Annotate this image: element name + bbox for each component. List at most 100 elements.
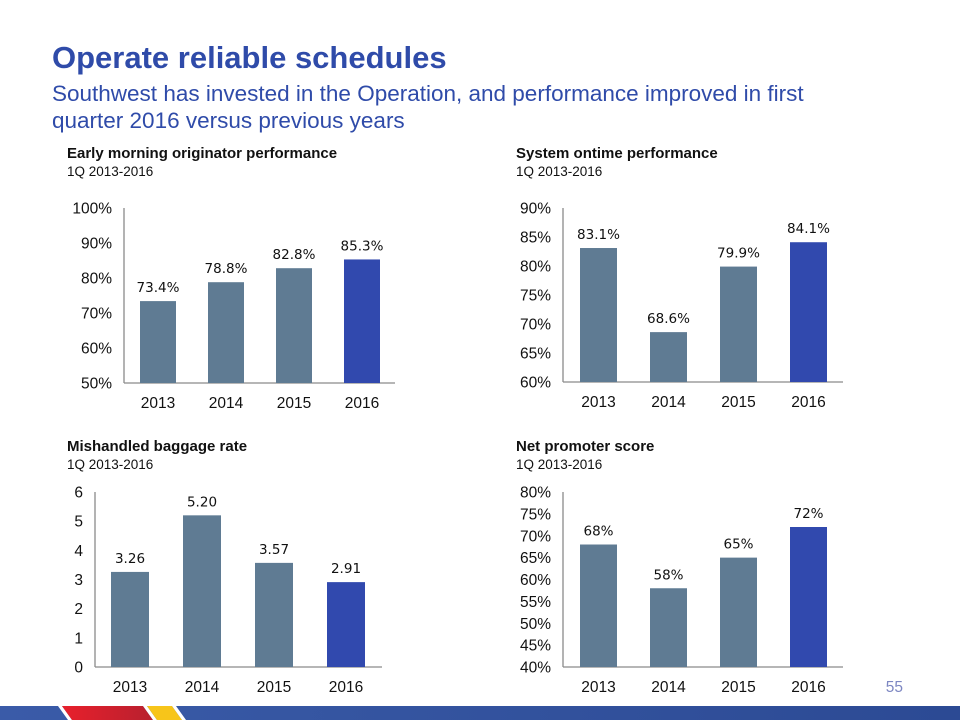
data-label: 79.9% [717, 246, 760, 262]
x-tick-label: 2016 [791, 394, 825, 411]
stripe-gap [58, 706, 72, 720]
x-tick-label: 2015 [721, 679, 755, 696]
bar-2014 [650, 588, 687, 667]
footer-brand-stripe [0, 706, 960, 720]
x-tick-label: 2014 [651, 394, 686, 411]
y-tick-label: 45% [520, 638, 551, 655]
data-label: 3.57 [259, 542, 289, 558]
data-label: 5.20 [187, 494, 217, 510]
bar-2015 [255, 562, 293, 667]
chart-title: System ontime performance [516, 145, 718, 162]
x-tick-label: 2016 [329, 679, 363, 696]
y-tick-label: 80% [81, 271, 112, 288]
y-tick-label: 4 [74, 543, 83, 560]
data-label: 68% [583, 524, 613, 540]
y-tick-label: 5 [74, 514, 83, 531]
bar-2013 [111, 571, 149, 667]
y-tick-label: 1 [74, 630, 83, 647]
data-label: 85.3% [341, 238, 384, 254]
bar-2016 [790, 527, 827, 667]
y-tick-label: 60% [81, 341, 112, 358]
x-tick-label: 2016 [345, 395, 379, 412]
chart-title: Net promoter score [516, 438, 655, 455]
chart-title: Early morning originator performance [67, 145, 338, 162]
chart-subtitle: 1Q 2013-2016 [516, 164, 603, 179]
bar-2015 [720, 557, 757, 667]
chart-subtitle: 1Q 2013-2016 [516, 457, 603, 472]
y-tick-label: 70% [520, 317, 551, 334]
data-label: 73.4% [137, 280, 180, 296]
slide-title: Operate reliable schedules [52, 40, 447, 75]
y-tick-label: 80% [520, 485, 551, 502]
data-label: 65% [723, 537, 753, 553]
x-tick-label: 2013 [141, 395, 175, 412]
x-tick-label: 2013 [581, 679, 615, 696]
chart-header-net-promoter: Net promoter score 1Q 2013-2016 [516, 438, 654, 474]
y-tick-label: 6 [74, 485, 83, 502]
y-tick-label: 65% [520, 550, 551, 567]
y-tick-label: 70% [520, 528, 551, 545]
chart-subtitle: 1Q 2013-2016 [67, 457, 154, 472]
y-tick-label: 50% [520, 616, 551, 633]
data-label: 3.26 [115, 551, 145, 567]
y-tick-label: 40% [520, 660, 551, 677]
bar-2014 [183, 515, 221, 667]
y-tick-label: 70% [81, 306, 112, 323]
stripe-yellow [147, 706, 182, 720]
y-tick-label: 60% [520, 572, 551, 589]
data-label: 2.91 [331, 561, 361, 577]
bar-2013 [580, 248, 617, 382]
bar-2014 [208, 282, 244, 383]
x-tick-label: 2013 [113, 679, 147, 696]
bar-chart-4: 40% 45% 50% 55% 60% 65% 70% 75% 80% 68% 2013 58% 201… [520, 485, 843, 696]
bar-2016 [327, 582, 365, 667]
y-tick-label: 90% [520, 201, 551, 218]
chart-subtitle: 1Q 2013-2016 [67, 164, 154, 179]
bar-2015 [720, 266, 757, 382]
y-tick-label: 80% [520, 259, 551, 276]
y-tick-label: 65% [520, 346, 551, 363]
bar-2016 [344, 259, 380, 383]
x-tick-label: 2015 [277, 395, 311, 412]
chart-header-system-ontime: System ontime performance 1Q 2013-2016 [516, 145, 718, 181]
x-tick-label: 2014 [209, 395, 244, 412]
y-tick-label: 100% [72, 201, 112, 218]
y-tick-label: 55% [520, 594, 551, 611]
y-tick-label: 85% [520, 230, 551, 247]
chart-title: Mishandled baggage rate [67, 438, 248, 455]
data-label: 78.8% [205, 261, 248, 277]
x-tick-label: 2013 [581, 394, 615, 411]
bar-chart-1: 50% 60% 70% 80% 90% 100% 73.4% 2013 78.8% 2014 82.… [72, 201, 395, 412]
data-label: 82.8% [273, 247, 316, 263]
chart-header-mishandled-baggage: Mishandled baggage rate 1Q 2013-2016 [67, 438, 247, 474]
x-tick-label: 2016 [791, 679, 825, 696]
stripe-red [62, 706, 153, 720]
slide-subtitle: Southwest has invested in the Operation,… [52, 81, 804, 133]
data-label: 83.1% [577, 227, 620, 243]
chart-header-early-morning: Early morning originator performance 1Q … [67, 145, 337, 181]
y-tick-label: 3 [74, 572, 83, 589]
x-tick-label: 2014 [185, 679, 220, 696]
y-tick-label: 50% [81, 376, 112, 393]
stripe-blue [0, 706, 960, 720]
data-label: 72% [793, 506, 823, 522]
bar-chart-3: 0 1 2 3 4 5 6 3.26 2013 5.20 2014 3.57 2015 2.91 2016 [74, 485, 382, 696]
x-tick-label: 2015 [721, 394, 755, 411]
data-label: 58% [653, 567, 683, 583]
page-number: 55 [885, 679, 903, 696]
y-tick-label: 90% [81, 236, 112, 253]
data-label: 84.1% [787, 221, 830, 237]
bar-2014 [650, 332, 687, 382]
stripe-gap [143, 706, 157, 720]
bar-2013 [140, 301, 176, 383]
y-tick-label: 0 [74, 660, 83, 677]
y-tick-label: 75% [520, 288, 551, 305]
y-tick-label: 2 [74, 601, 83, 618]
data-label: 68.6% [647, 311, 690, 327]
bar-2013 [580, 544, 617, 667]
bar-2015 [276, 268, 312, 383]
y-tick-label: 75% [520, 506, 551, 523]
bar-chart-2: 60% 65% 70% 75% 80% 85% 90% 83.1% 2013 68.6% 2014 7… [520, 201, 843, 411]
stripe-gap [172, 706, 186, 720]
